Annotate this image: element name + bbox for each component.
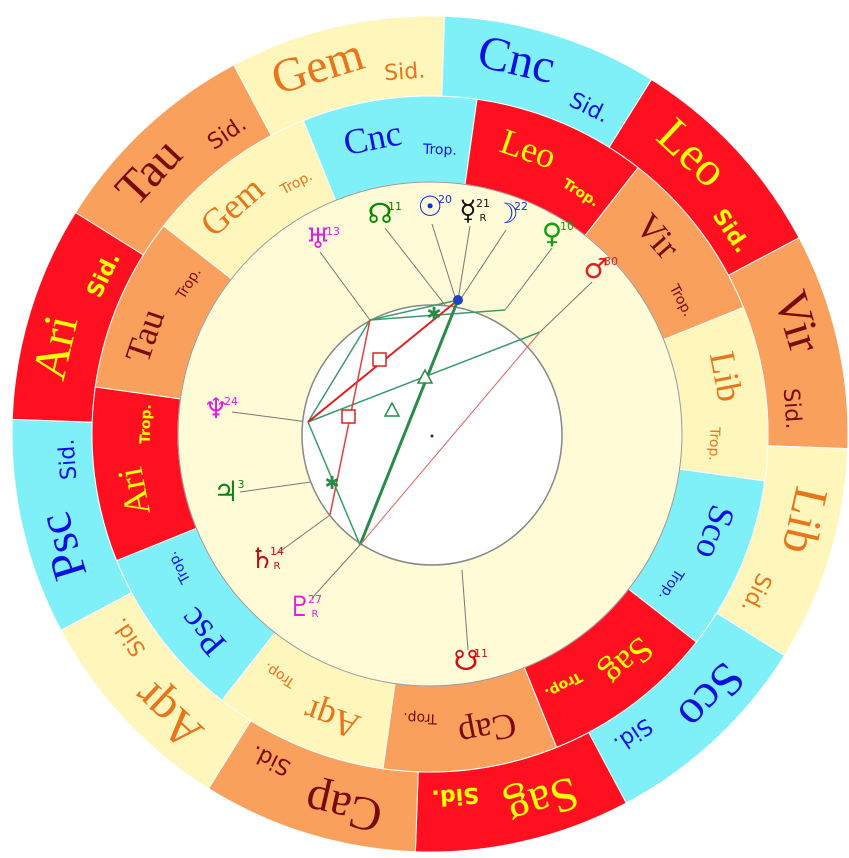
connector [319,251,371,321]
planet-degree: 13 [326,225,340,238]
connector [384,227,446,306]
planet-glyph: ☉ [417,190,442,223]
connector [431,223,457,301]
zodiac-label: Trop. [137,404,154,444]
planet-degree: 10 [560,220,574,233]
trine-aspect [383,401,401,417]
planet-glyph: ♀ [542,217,563,250]
aspect-line [369,309,506,321]
zodiac-label: Sid. [383,58,426,86]
planet-glyph: ♃ [213,475,238,508]
connectors [231,223,593,651]
aspect-line [359,331,541,546]
connector [504,247,553,311]
planet-glyph: ♄ [249,542,274,575]
planet-degree: 24 [224,395,238,408]
connector [274,514,331,556]
retrograde-mark: R [274,561,281,572]
planet-degree: 11 [474,647,488,660]
planet-degree: 21 [476,197,490,210]
planet-glyph: ♅ [305,222,330,255]
connector [539,281,593,333]
sign-name: Ari [110,464,158,519]
connector [457,225,471,301]
zodiac-label: Sid. [778,387,806,430]
connector [231,411,309,423]
planet-glyph: ♆ [203,392,228,425]
planet-glyph: ☿ [459,194,476,227]
planet-glyph: ☊ [368,197,393,230]
planet-degree: 14 [270,545,284,558]
connector [461,569,469,651]
retrograde-mark: R [480,213,487,224]
planet-degree: 20 [438,193,452,206]
aspect-line [307,319,371,423]
square-aspect [372,352,387,367]
retrograde-mark: R [312,609,319,620]
sextile-aspect: ✱ [324,473,339,494]
trine-aspect [416,368,434,384]
zodiac-label: Trop. [403,709,438,726]
planet-glyph: ☋ [454,644,479,677]
zodiac-label: Sid. [54,438,82,481]
conjunction-dot [453,295,463,305]
zodiac-label: Trop. [422,142,457,159]
sign-name: Lib [702,348,751,405]
zodiac-label: Trop. [705,426,722,461]
planet-degree: 27 [308,593,322,606]
connector [311,544,361,599]
planet-degree: 11 [388,200,402,213]
planet-degree: 3 [238,478,245,491]
aspect-line [307,421,361,546]
center-dot [430,434,434,438]
planet-glyph: ☽ [493,197,518,230]
sextile-aspect: ✱ [426,304,441,325]
planet-degree: 22 [514,200,528,213]
zodiac-label: Sid. [431,781,480,809]
aspects: ✱ ✱ [307,295,541,546]
square-aspect [341,409,356,424]
planets: ♅13☊11 ☉20 ☿ 21R ☽22♀10♂30♆24♃3♄14R♇27R☋11 [203,190,618,677]
planet-degree: 30 [604,255,618,268]
aspect-line [369,299,459,321]
aspect-line [358,299,460,546]
planet-glyph: ♂ [583,252,608,285]
planet-glyph: ♇ [287,590,312,623]
connector [459,229,507,301]
